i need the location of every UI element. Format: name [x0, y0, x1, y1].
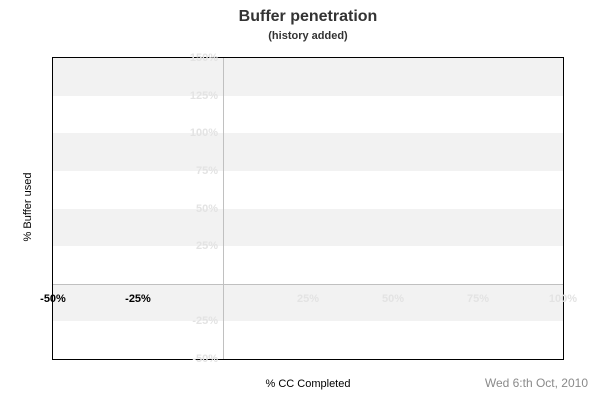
plot-band [53, 58, 563, 96]
y-tick-label: 125% [189, 89, 218, 102]
footer-date: Wed 6:th Oct, 2010 [484, 376, 588, 390]
plot-area: 150% 125% 100% 75% 50% 25% -25% -50% -50% -25% 25%… [40, 52, 577, 365]
plot-band [53, 208, 563, 247]
x-tick-label: 25% [296, 292, 320, 305]
y-tick-label: 150% [189, 52, 218, 64]
y-tick-label: 100% [189, 127, 218, 140]
chart-title: Buffer penetration [238, 8, 378, 25]
x-tick-label: -50% [40, 292, 66, 305]
plot-band [53, 283, 563, 322]
y-tick-label: -50% [192, 353, 218, 365]
y-axis-title: % Buffer used [22, 172, 34, 242]
x-axis-title: % CC Completed [265, 378, 351, 390]
y-tick-label: 25% [195, 240, 218, 253]
x-tick-label: 100% [548, 292, 578, 305]
zero-gridline-vertical [223, 58, 224, 359]
x-tick-label: -25% [125, 292, 151, 305]
y-tick-label: -25% [192, 315, 218, 328]
x-tick-label: 50% [381, 292, 405, 305]
chart-subtitle: (history added) [268, 30, 348, 42]
plot-band [53, 133, 563, 171]
x-tick-label: 75% [466, 292, 490, 305]
zero-gridline-horizontal [53, 284, 563, 285]
y-tick-label: 50% [195, 202, 218, 215]
y-tick-label: 75% [195, 164, 218, 177]
